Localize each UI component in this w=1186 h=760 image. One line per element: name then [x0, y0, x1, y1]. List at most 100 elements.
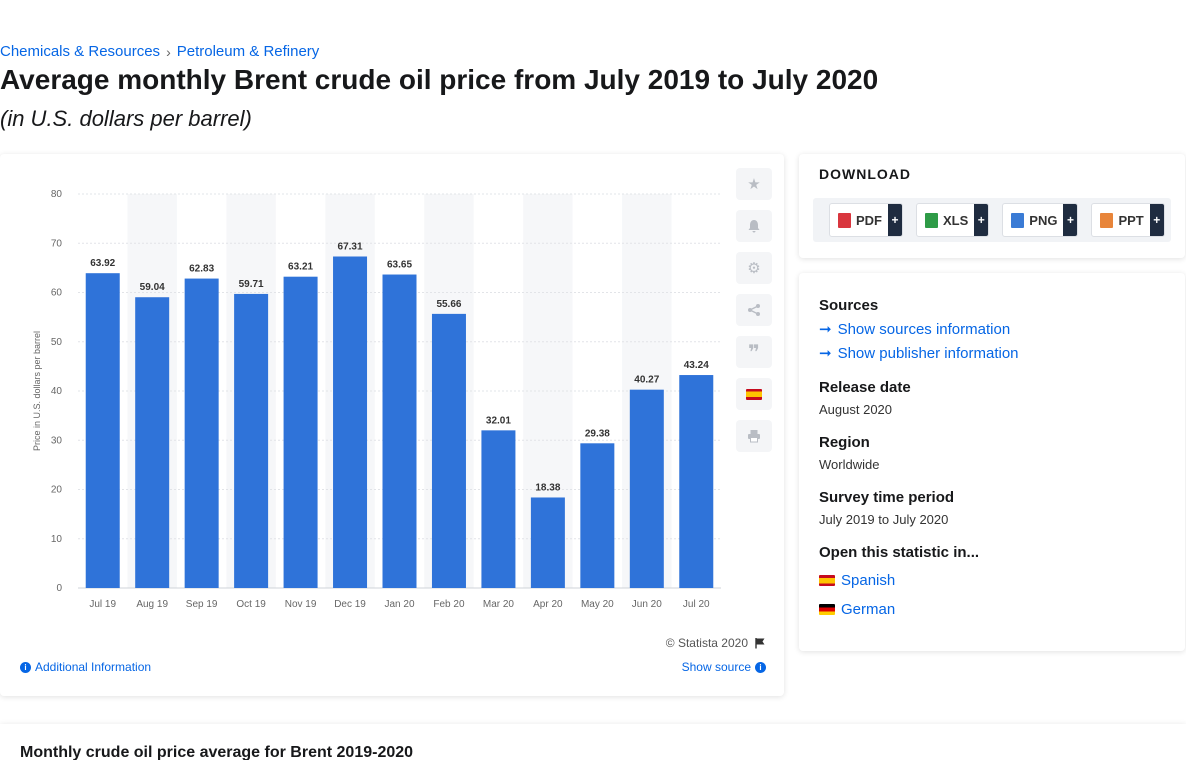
bar: [234, 293, 269, 588]
y-tick-label: 60: [51, 288, 63, 299]
show-source-label: Show source: [681, 660, 751, 674]
download-card: DOWNLOAD PDF + XLS + PNG + PPT +: [799, 154, 1185, 258]
related-statistic-card: Monthly crude oil price average for Bren…: [0, 724, 1186, 760]
ppt-file-icon: [1100, 212, 1114, 228]
data-label: 63.92: [90, 258, 115, 269]
survey-period-heading: Survey time period: [819, 489, 955, 506]
chart-card: 0 10 20 30 40 50 60 70 80 63.92 59.04 62.83 59.71 63…: [0, 154, 784, 696]
bar: [333, 256, 368, 588]
bar: [184, 278, 219, 588]
bar: [530, 497, 565, 588]
data-label: 63.21: [288, 262, 313, 273]
show-source-link[interactable]: Show source i: [682, 660, 766, 674]
x-tick-label: Jul 19: [89, 599, 116, 610]
star-icon[interactable]: ★: [736, 168, 772, 200]
y-tick-label: 70: [51, 238, 63, 249]
download-pdf-button[interactable]: PDF +: [829, 203, 903, 237]
bar: [85, 273, 120, 588]
y-tick-label: 50: [51, 337, 63, 348]
print-icon[interactable]: [736, 420, 772, 452]
x-tick-label: Feb 20: [433, 599, 465, 610]
y-tick-label: 40: [51, 386, 63, 397]
show-sources-link[interactable]: ➞ Show sources information: [819, 320, 1011, 339]
page-title: Average monthly Brent crude oil price fr…: [0, 64, 879, 95]
data-label: 40.27: [634, 375, 659, 386]
y-axis-label: Price in U.S. dollars per barrel: [32, 331, 42, 451]
open-in-spanish-link[interactable]: Spanish: [819, 572, 895, 589]
flag-icon[interactable]: [754, 637, 766, 649]
plus-icon: +: [1063, 204, 1078, 236]
x-tick-label: Sep 19: [186, 599, 218, 610]
arrow-right-icon: ➞: [819, 345, 832, 362]
x-tick-label: Nov 19: [285, 599, 317, 610]
y-tick-label: 10: [51, 534, 63, 545]
breadcrumb-chemicals-link[interactable]: Chemicals & Resources: [0, 43, 161, 60]
x-tick-label: Dec 19: [334, 599, 366, 610]
xls-file-icon: [925, 212, 938, 228]
download-title: DOWNLOAD: [819, 166, 911, 182]
breadcrumb-separator: ›: [166, 43, 171, 60]
chart-data-labels: 63.92 59.04 62.83 59.71 63.21 67.31 63.65 55.66…: [90, 241, 709, 493]
download-png-button[interactable]: PNG +: [1002, 203, 1079, 237]
plus-icon: +: [974, 204, 989, 236]
data-label: 63.65: [387, 260, 412, 271]
plus-icon: +: [888, 204, 902, 236]
data-label: 55.66: [436, 299, 461, 310]
x-tick-label: Jul 20: [683, 599, 710, 610]
bar: [283, 276, 318, 588]
pdf-file-icon: [838, 212, 851, 228]
survey-period-value: July 2019 to July 2020: [819, 512, 949, 527]
bar: [580, 443, 615, 588]
chart-copyright: © Statista 2020: [666, 636, 766, 650]
breadcrumb-petroleum-link[interactable]: Petroleum & Refinery: [176, 43, 320, 60]
data-label: 67.31: [338, 241, 363, 252]
x-tick-label: Apr 20: [533, 599, 563, 610]
x-tick-label: Aug 19: [136, 599, 168, 610]
data-label: 59.04: [140, 282, 165, 293]
breadcrumb: Chemicals & Resources › Petroleum & Refi…: [0, 43, 319, 60]
x-tick-label: Jan 20: [384, 599, 414, 610]
x-tick-label: Oct 19: [236, 599, 266, 610]
flag-germany-icon: [819, 604, 835, 615]
download-ppt-button[interactable]: PPT +: [1091, 203, 1165, 237]
share-icon[interactable]: [736, 294, 772, 326]
y-tick-label: 0: [56, 583, 62, 594]
plus-icon: +: [1149, 204, 1164, 236]
flag-spain-icon: [819, 575, 835, 586]
y-tick-label: 80: [51, 189, 63, 200]
data-label: 62.83: [189, 264, 214, 275]
related-statistic-title[interactable]: Monthly crude oil price average for Bren…: [20, 744, 414, 760]
download-xls-button[interactable]: XLS +: [916, 203, 990, 237]
info-icon: i: [755, 661, 766, 673]
additional-information-label: Additional Information: [35, 660, 152, 674]
additional-information-link[interactable]: i Additional Information: [20, 660, 151, 674]
flag-spain-icon[interactable]: [736, 378, 772, 410]
x-axis-ticks: Jul 19 Aug 19 Sep 19 Oct 19 Nov 19 Dec 19 Jan …: [89, 599, 710, 610]
chart-bars: [85, 256, 714, 588]
y-axis-ticks: 0 10 20 30 40 50 60 70 80: [51, 189, 63, 594]
bar: [629, 389, 664, 588]
show-publisher-link[interactable]: ➞ Show publisher information: [819, 344, 1019, 363]
open-in-german-link[interactable]: German: [819, 601, 895, 618]
download-buttons: PDF + XLS + PNG + PPT +: [813, 198, 1171, 242]
gear-icon[interactable]: ⚙: [736, 252, 772, 284]
bar: [431, 313, 466, 588]
data-label: 32.01: [486, 415, 511, 426]
png-file-icon: [1011, 212, 1025, 228]
data-label: 43.24: [684, 360, 709, 371]
release-date-value: August 2020: [819, 402, 893, 417]
chart-tools: ★ ⚙ ❞: [736, 168, 772, 462]
data-label: 18.38: [535, 482, 560, 493]
bar: [679, 375, 714, 588]
y-tick-label: 20: [51, 485, 63, 496]
quote-icon[interactable]: ❞: [736, 336, 772, 368]
data-label: 59.71: [239, 279, 264, 290]
bar: [481, 430, 516, 588]
sources-heading: Sources: [819, 297, 879, 314]
x-tick-label: Jun 20: [632, 599, 662, 610]
bell-icon[interactable]: [736, 210, 772, 242]
arrow-right-icon: ➞: [819, 321, 832, 338]
region-heading: Region: [819, 434, 870, 451]
release-date-heading: Release date: [819, 379, 911, 396]
